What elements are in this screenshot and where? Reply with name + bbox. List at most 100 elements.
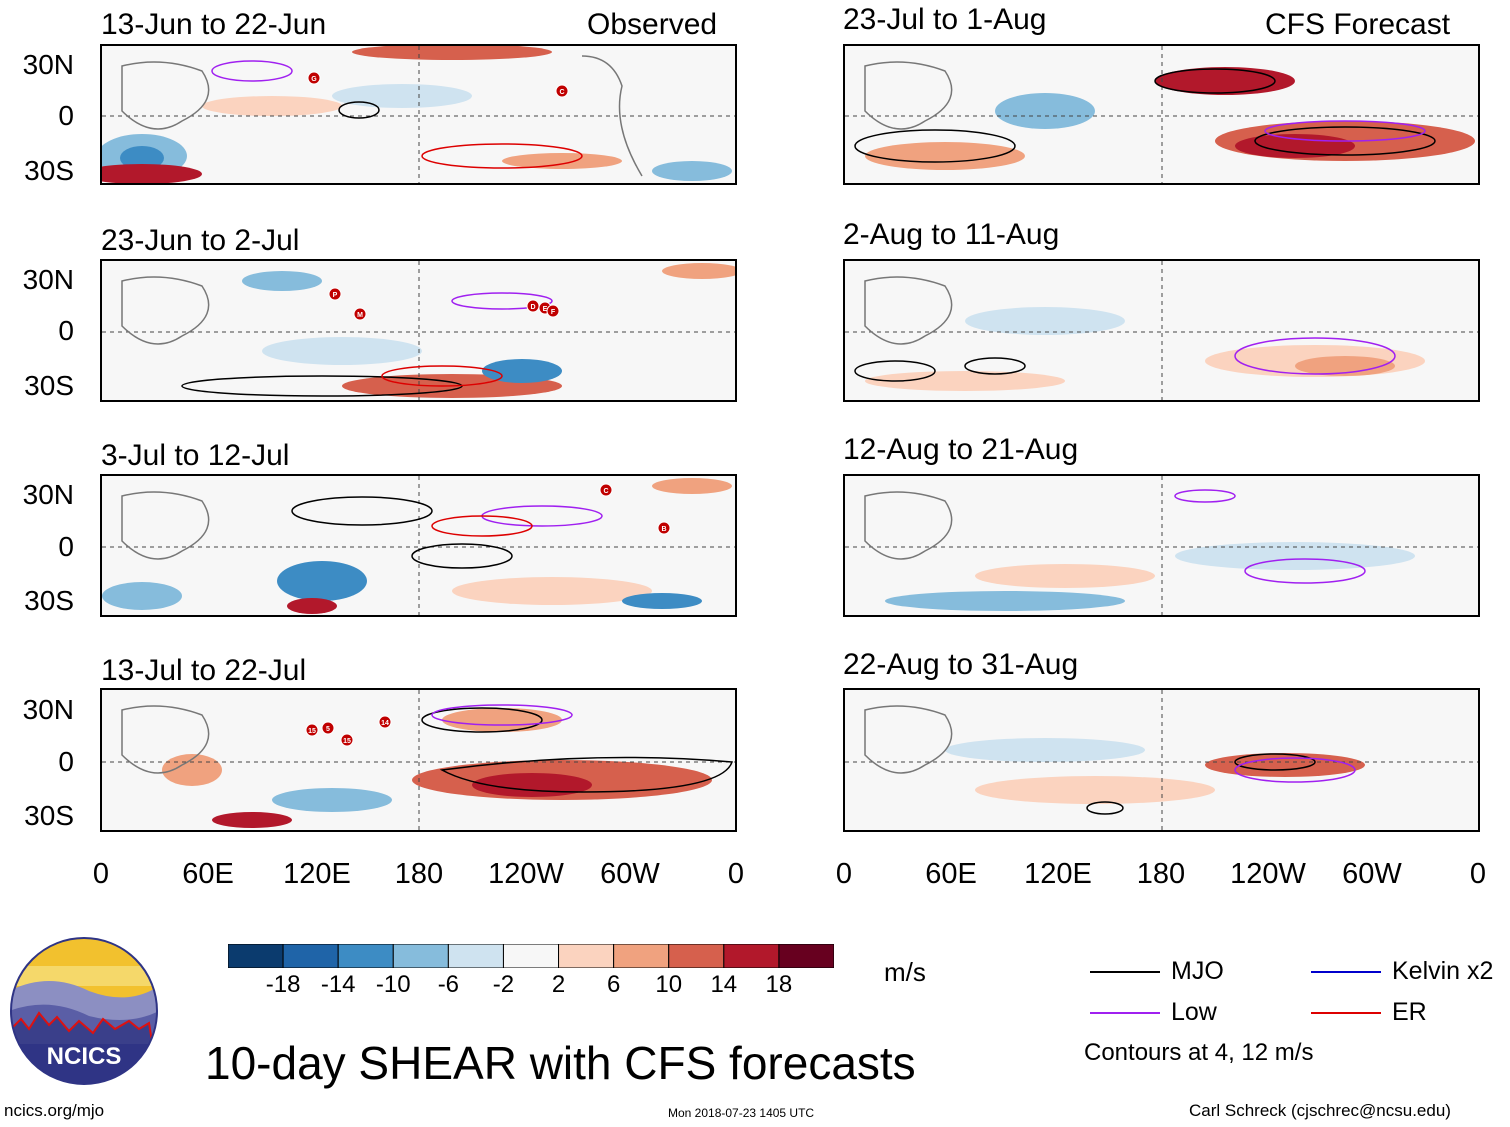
colorbar-tick-label: 6	[606, 971, 621, 998]
storm-label: G	[311, 76, 317, 83]
storm-label: F	[551, 309, 556, 316]
lon-label: 0	[835, 858, 853, 890]
storm-label: E	[543, 306, 548, 313]
storm-marker	[599, 483, 613, 497]
colorbar-swatch	[282, 943, 339, 969]
storm-label: M	[357, 312, 363, 319]
legend-mjo-line	[1090, 971, 1160, 973]
observed-label: Observed	[587, 8, 718, 41]
lat-label: 30S	[24, 585, 74, 616]
storm-label: 15	[343, 738, 351, 745]
lon-label: 0	[1469, 858, 1487, 890]
storm-label: P	[333, 292, 338, 299]
panel-title-6: 2-Aug to 11-Aug	[843, 218, 1060, 251]
storm-marker	[305, 723, 319, 737]
colorbar	[227, 943, 835, 973]
colorbar-tick-label: 10	[655, 971, 683, 998]
colorbar-swatch	[447, 943, 504, 969]
panel-title-7: 12-Aug to 21-Aug	[843, 433, 1079, 466]
storm-marker	[378, 715, 392, 729]
legend-mjo-label: MJO	[1171, 957, 1224, 985]
lon-label: 120E	[1024, 858, 1092, 890]
colorbar-tick-label: 14	[710, 971, 738, 998]
map-panel-8	[843, 688, 1480, 832]
colorbar-tick-label: -6	[437, 971, 460, 998]
lat-label: 30N	[22, 49, 74, 80]
colorbar-swatch	[502, 943, 560, 969]
colorbar-swatch	[227, 943, 284, 969]
lat-label: 30N	[22, 264, 74, 295]
map-panel-6	[843, 259, 1480, 402]
forecast-label: CFS Forecast	[1265, 8, 1451, 41]
lat-label: 30N	[22, 479, 74, 510]
lon-label: 60E	[925, 858, 977, 890]
colorbar-swatch	[337, 943, 394, 969]
storm-marker	[555, 84, 569, 98]
map-panel-2: P M D E F	[100, 259, 737, 402]
colorbar-tick-label: -2	[492, 971, 515, 998]
storm-marker	[328, 287, 342, 301]
storm-marker	[321, 721, 335, 735]
map-panel-5	[843, 44, 1480, 185]
storm-label: C	[603, 488, 608, 495]
footer-url[interactable]: ncics.org/mjo	[4, 1101, 105, 1120]
lat-label: 0	[58, 746, 74, 777]
lon-label: 0	[727, 858, 745, 890]
lat-label: 0	[58, 100, 74, 131]
lat-label: 30N	[22, 694, 74, 725]
storm-marker	[657, 521, 671, 535]
lon-label: 120W	[1230, 858, 1306, 890]
legend-low-label: Low	[1171, 998, 1217, 1026]
footer-author: Carl Schreck (cjschrec@ncsu.edu)	[1189, 1101, 1451, 1120]
panel-title-1: 13-Jun to 22-Jun	[101, 8, 327, 41]
legend-er-line	[1311, 1012, 1381, 1014]
map-panel-1: G C	[100, 44, 737, 185]
lat-label: 0	[58, 315, 74, 346]
panel-title-5: 23-Jul to 1-Aug	[843, 3, 1047, 36]
storm-marker	[307, 71, 321, 85]
colorbar-tick-label: 2	[551, 971, 566, 998]
colorbar-swatch	[392, 943, 449, 969]
main-title: 10-day SHEAR with CFS forecasts	[205, 1037, 916, 1089]
lon-label: 180	[394, 858, 444, 890]
colorbar-tick-label: 18	[765, 971, 793, 998]
colorbar-swatch	[558, 943, 615, 969]
colorbar-swatch	[668, 943, 725, 969]
logo-text: NCICS	[47, 1043, 122, 1070]
storm-label: B	[661, 526, 666, 533]
colorbar-unit: m/s	[884, 957, 926, 987]
lon-label: 0	[92, 858, 110, 890]
storm-marker	[546, 304, 560, 318]
lon-label: 60E	[182, 858, 234, 890]
storm-label: 5	[326, 726, 330, 733]
map-panel-7	[843, 474, 1480, 617]
legend-low-line	[1090, 1012, 1160, 1014]
colorbar-swatch	[723, 943, 780, 969]
map-panel-3: C B	[100, 474, 737, 617]
panel-title-3: 3-Jul to 12-Jul	[101, 439, 290, 472]
panel-title-8: 22-Aug to 31-Aug	[843, 648, 1079, 681]
legend-kelvin-line	[1311, 971, 1381, 973]
storm-label: D	[530, 304, 535, 311]
colorbar-tick-label: -18	[265, 971, 301, 998]
footer-timestamp: Mon 2018-07-23 1405 UTC	[668, 1106, 815, 1120]
storm-label: C	[559, 89, 564, 96]
legend-note: Contours at 4, 12 m/s	[1084, 1039, 1314, 1066]
lon-label: 60W	[600, 858, 660, 890]
storm-marker	[340, 733, 354, 747]
lat-label: 30S	[24, 155, 74, 186]
lat-label: 30S	[24, 370, 74, 401]
map-panel-4: 15 5 15 14	[100, 688, 737, 832]
panel-title-4: 13-Jul to 22-Jul	[101, 654, 307, 687]
panel-title-2: 23-Jun to 2-Jul	[101, 224, 300, 257]
colorbar-swatch	[613, 943, 670, 969]
lat-label: 30S	[24, 800, 74, 831]
legend-kelvin-label: Kelvin x2	[1392, 957, 1494, 985]
lat-label: 0	[58, 531, 74, 562]
lon-label: 60W	[1342, 858, 1402, 890]
colorbar-tick-label: -10	[375, 971, 411, 998]
lon-label: 120W	[488, 858, 564, 890]
colorbar-tick-label: -14	[320, 971, 356, 998]
storm-marker	[353, 307, 367, 321]
storm-label: 15	[308, 728, 316, 735]
